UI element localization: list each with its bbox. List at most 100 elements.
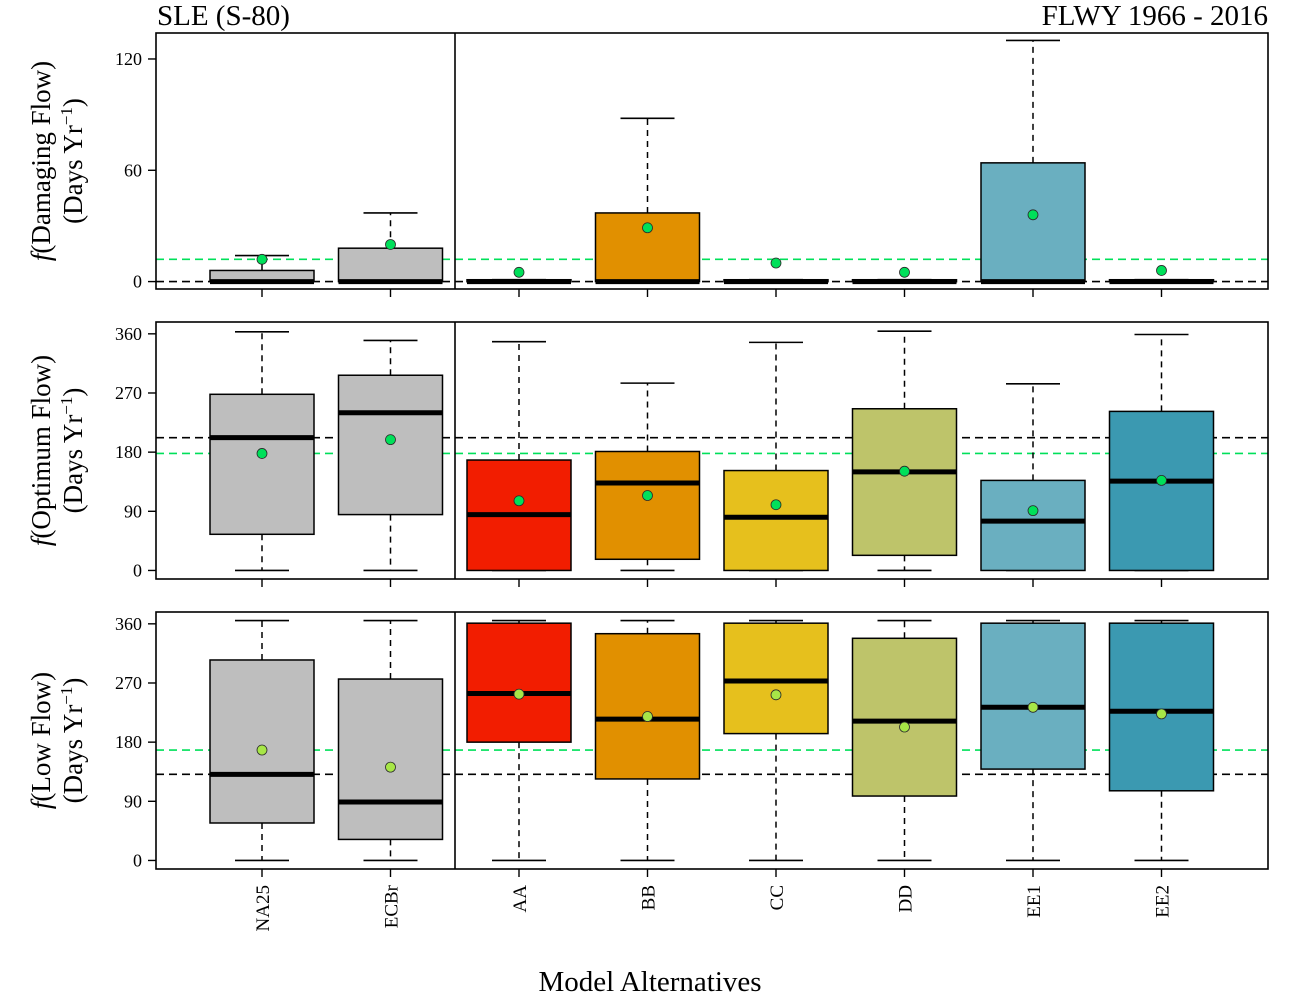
box-iqr (594, 450, 701, 561)
y-tick-label: 360 (115, 324, 142, 344)
mean-point (642, 711, 653, 722)
box-aa (466, 266, 572, 285)
header-period-label: FLWY 1966 - 2016 (1041, 0, 1268, 32)
y-tick-label: 60 (124, 160, 142, 180)
box-iqr (980, 162, 1086, 283)
box-iqr (980, 622, 1086, 770)
box-aa (466, 619, 572, 862)
y-tick-label: 0 (133, 560, 142, 580)
x-axis-title: Model Alternatives (538, 966, 762, 998)
category-label-cc: CC (767, 885, 788, 910)
y-tick-label: 270 (115, 383, 142, 403)
y-axis-units: (Days Yr−1) (57, 678, 88, 804)
panel-frame (155, 321, 1269, 580)
y-axis-title: f(Optimum Flow) (26, 355, 56, 546)
box-iqr (594, 632, 701, 780)
box-na25 (209, 331, 315, 572)
mean-point (1156, 265, 1167, 276)
category-label-ee1: EE1 (1024, 885, 1045, 918)
box-bb (594, 117, 701, 285)
mean-point (513, 495, 525, 507)
panel-low: 0 90 180 270 360 f(Low Flow) (Days Yr−1) (26, 611, 1269, 877)
category-label-bb: BB (639, 885, 660, 910)
box-dd (851, 619, 958, 862)
y-tick-label: 120 (115, 49, 142, 69)
category-label-aa: AA (510, 885, 531, 913)
box-iqr (209, 393, 315, 536)
mean-point (770, 689, 782, 701)
box-dd (851, 266, 958, 285)
mean-point (899, 721, 910, 733)
box-iqr (851, 408, 958, 557)
box-iqr (1108, 622, 1215, 792)
mean-point (256, 448, 268, 459)
box-iqr (980, 479, 1086, 572)
box-ee2 (1108, 619, 1215, 862)
box-iqr (851, 637, 958, 797)
mean-point (770, 257, 782, 269)
box-ecbr (337, 339, 444, 572)
panel-frame (155, 32, 1269, 290)
y-axis-units: (Days Yr−1) (57, 388, 88, 514)
mean-point (1027, 209, 1039, 221)
mean-point (899, 465, 910, 477)
box-iqr (723, 622, 829, 735)
box-iqr (337, 678, 444, 841)
category-label-dd: DD (896, 885, 917, 912)
mean-point (1156, 475, 1167, 486)
box-bb (594, 619, 701, 862)
y-tick-label: 90 (124, 501, 142, 521)
y-axis-title: f(Low Flow) (26, 672, 56, 809)
box-cc (723, 341, 829, 572)
y-tick-label: 0 (133, 850, 142, 870)
box-dd (851, 330, 958, 572)
y-tick-label: 90 (124, 791, 142, 811)
panel-optimum: 0 90 180 270 360 f(Optimum Flow) (Days Yr−1) (26, 321, 1269, 587)
box-na25 (209, 253, 315, 285)
category-label-ee2: EE2 (1153, 885, 1174, 918)
mean-point (513, 688, 525, 700)
header-site-label: SLE (S-80) (157, 0, 290, 32)
y-tick-label: 360 (115, 614, 142, 634)
box-iqr (723, 469, 829, 572)
box-ee1 (980, 382, 1086, 572)
box-iqr (337, 247, 444, 283)
mean-point (899, 266, 910, 278)
box-ecbr (337, 619, 444, 862)
mean-point (256, 744, 268, 756)
category-label-ecbr: ECBr (382, 884, 403, 928)
box-aa (466, 340, 572, 572)
box-ee2 (1108, 265, 1215, 285)
mean-point (385, 434, 396, 446)
panel-frame (155, 611, 1269, 870)
mean-point (1027, 701, 1039, 713)
mean-point (385, 761, 396, 773)
box-iqr (209, 659, 315, 824)
box-cc (723, 619, 829, 862)
box-cc (723, 257, 829, 285)
panel-damaging: 0 60 120 f(Damaging Flow) (Days Yr−1) (26, 32, 1269, 297)
mean-point (642, 490, 653, 501)
box-na25 (209, 619, 315, 862)
mean-point (256, 253, 268, 265)
box-iqr (1108, 410, 1215, 572)
y-tick-label: 180 (115, 442, 142, 462)
y-axis-title: f(Damaging Flow) (26, 61, 56, 261)
box-ee2 (1108, 333, 1215, 572)
y-tick-label: 180 (115, 732, 142, 752)
category-label-na25: NA25 (253, 885, 274, 931)
y-tick-label: 0 (133, 272, 142, 292)
box-iqr (466, 622, 572, 743)
y-axis-units: (Days Yr−1) (57, 98, 88, 224)
mean-point (770, 499, 782, 511)
mean-point (642, 222, 653, 234)
mean-point (1027, 505, 1039, 517)
box-ecbr (337, 212, 444, 285)
mean-point (385, 239, 396, 250)
box-bb (594, 382, 701, 572)
mean-point (1156, 708, 1167, 720)
mean-point (513, 266, 525, 278)
box-ee1 (980, 619, 1086, 862)
box-ee1 (980, 39, 1086, 285)
